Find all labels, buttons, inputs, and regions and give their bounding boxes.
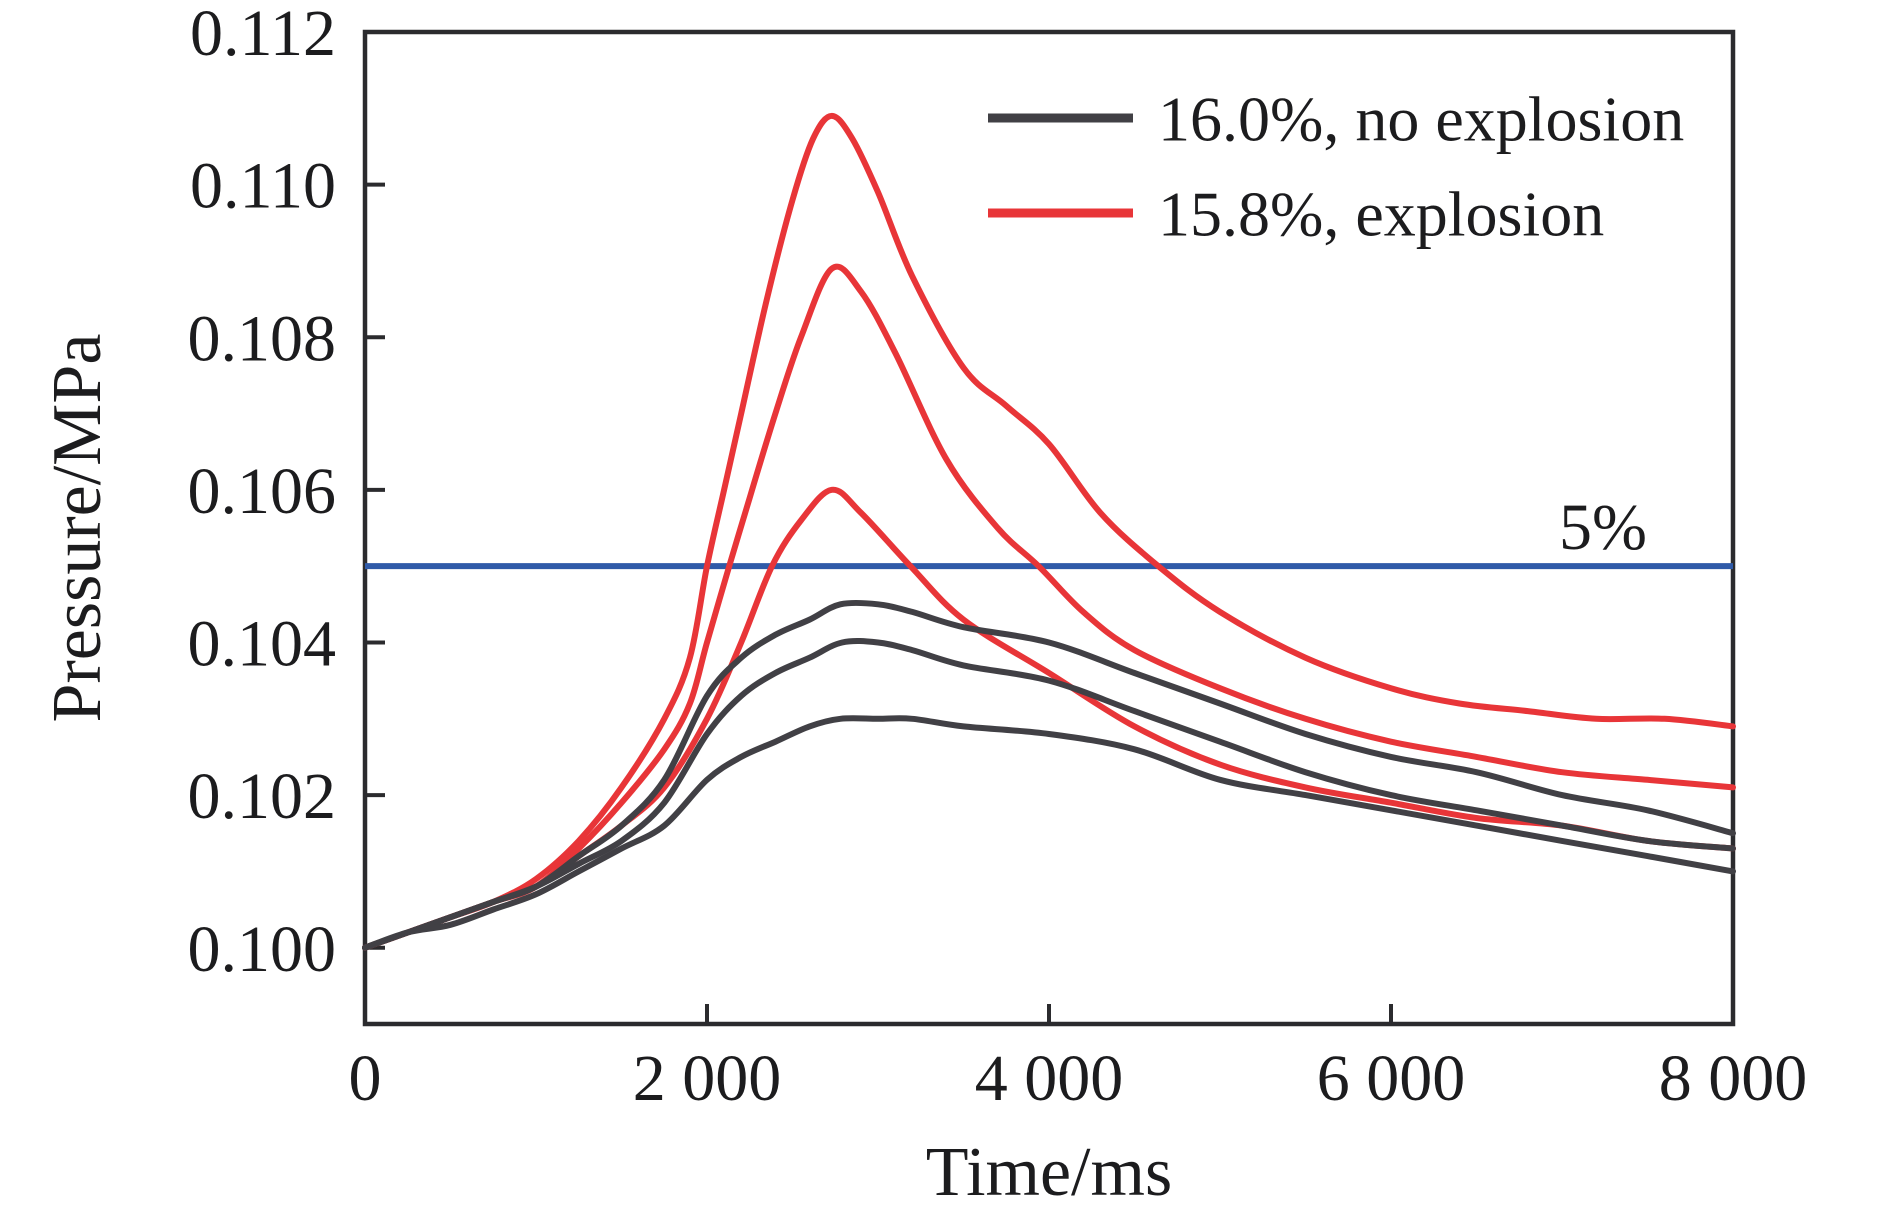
x-tick-label: 2 000 [633,1042,782,1115]
y-tick-label: 0.112 [190,0,336,70]
y-tick-label: 0.100 [188,913,337,986]
y-axis-title: Pressure/MPa [39,334,116,723]
series-line-no-explosion [362,715,1736,951]
y-axis-ticks: 0.100 0.102 0.104 0.106 0.108 0.110 0.112 [188,0,385,986]
x-axis-ticks: 0 2 000 4 000 6 000 8 000 [349,1004,1808,1115]
x-tick-label: 0 [349,1042,382,1115]
y-tick-label: 0.102 [188,760,337,833]
y-tick-label: 0.106 [188,455,337,528]
series-line-explosion [362,263,1736,951]
x-axis-title: Time/ms [926,1134,1172,1211]
series-line-no-explosion [362,638,1736,951]
series-curves [362,112,1736,951]
threshold-label: 5% [1559,491,1647,564]
legend-label-no-explosion: 16.0%, no explosion [1158,83,1684,154]
y-tick-label: 0.110 [190,150,336,223]
x-tick-label: 4 000 [975,1042,1124,1115]
series-line-no-explosion [362,599,1736,951]
legend-label-explosion: 15.8%, explosion [1158,178,1604,249]
series-line-explosion [362,112,1736,951]
y-tick-label: 0.108 [188,302,337,375]
x-tick-label: 6 000 [1317,1042,1466,1115]
x-tick-label: 8 000 [1659,1042,1808,1115]
y-tick-label: 0.104 [188,608,337,681]
legend: 16.0%, no explosion 15.8%, explosion [988,83,1684,249]
